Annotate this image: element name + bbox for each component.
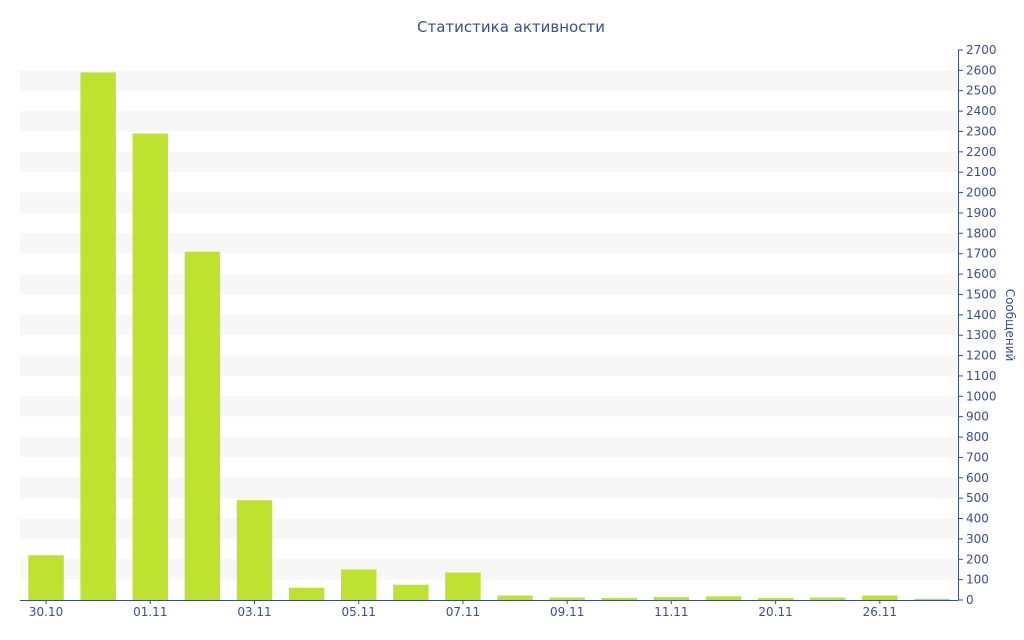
y-tick-label: 300: [966, 532, 989, 546]
x-tick-label: 20.11: [758, 605, 792, 619]
bar-11.11: [653, 596, 690, 600]
y-tick-label: 1700: [966, 247, 997, 261]
bar-20.11: [757, 597, 794, 600]
grid-band: [20, 192, 958, 213]
bar-09.11: [549, 597, 585, 600]
grid-band: [20, 437, 958, 458]
bar-06.11: [393, 584, 429, 600]
bar-26.11: [862, 595, 898, 600]
y-tick-label: 400: [966, 512, 989, 526]
chart-title: Статистика активности: [417, 18, 605, 36]
bar-02.11: [184, 251, 221, 600]
bar-27.11: [914, 598, 950, 600]
grid-band: [20, 274, 958, 295]
y-tick-label: 1000: [966, 389, 997, 403]
x-tick-label: 11.11: [654, 605, 688, 619]
y-tick-label: 0: [966, 593, 974, 607]
x-tick-label: 07.11: [446, 605, 480, 619]
y-tick-label: 800: [966, 430, 989, 444]
y-tick-label: 2300: [966, 124, 997, 138]
bar-07.11: [445, 572, 481, 600]
y-tick-label: 2600: [966, 63, 997, 77]
bar-03.11: [236, 500, 273, 600]
y-tick-label: 1300: [966, 328, 997, 342]
y-tick-label: 1400: [966, 308, 997, 322]
y-tick-label: 1500: [966, 287, 997, 301]
x-tick-label: 03.11: [237, 605, 271, 619]
grid-band: [20, 151, 958, 173]
grid-band: [20, 314, 958, 336]
y-tick-label: 2400: [966, 104, 997, 118]
y-tick-label: 2100: [966, 165, 997, 179]
bar-21.11: [810, 597, 846, 600]
grid-band: [20, 396, 958, 417]
x-tick-label: 09.11: [550, 605, 584, 619]
y-tick-label: 1600: [966, 267, 997, 281]
bar-12.11: [705, 596, 742, 600]
bar-04.11: [288, 587, 325, 600]
bar-01.11: [132, 133, 168, 600]
x-tick-label: 01.11: [133, 605, 167, 619]
bar-10.11: [601, 597, 637, 600]
y-tick-label: 2500: [966, 84, 997, 98]
grid-band: [20, 477, 958, 499]
x-tick-label: 30.10: [29, 605, 63, 619]
x-tick-label: 26.11: [863, 605, 897, 619]
y-tick-label: 600: [966, 471, 989, 485]
y-tick-label: 700: [966, 450, 989, 464]
grid-band: [20, 355, 958, 376]
y-tick-label: 100: [966, 573, 989, 587]
x-axis: 30.10 01.11 03.11 05.11 07.11 09.11 11.11 20.11…: [20, 600, 958, 619]
y-tick-label: 1800: [966, 226, 997, 240]
y-tick-label: 1100: [966, 369, 997, 383]
bar-08.11: [497, 595, 533, 600]
y-tick-label: 900: [966, 410, 989, 424]
bar-30.10: [28, 555, 64, 600]
y-axis-label: Сообщений: [1003, 289, 1017, 362]
y-tick-label: 500: [966, 491, 989, 505]
y-tick-label: 2700: [966, 43, 997, 57]
grid-band: [20, 233, 958, 254]
y-axis: 0 100 200 300 400 500 600 700 800 900 1000 1100 1200…: [958, 43, 997, 607]
grid-band: [20, 70, 958, 91]
grid-bands: [20, 70, 958, 580]
y-tick-label: 1200: [966, 349, 997, 363]
bar-31.10: [80, 72, 116, 600]
bars-group: [28, 72, 950, 600]
y-tick-label: 2000: [966, 186, 997, 200]
y-tick-label: 200: [966, 552, 989, 566]
x-tick-label: 05.11: [342, 605, 376, 619]
bar-05.11: [341, 569, 377, 600]
y-tick-label: 2200: [966, 145, 997, 159]
y-tick-label: 1900: [966, 206, 997, 220]
grid-band: [20, 111, 958, 132]
